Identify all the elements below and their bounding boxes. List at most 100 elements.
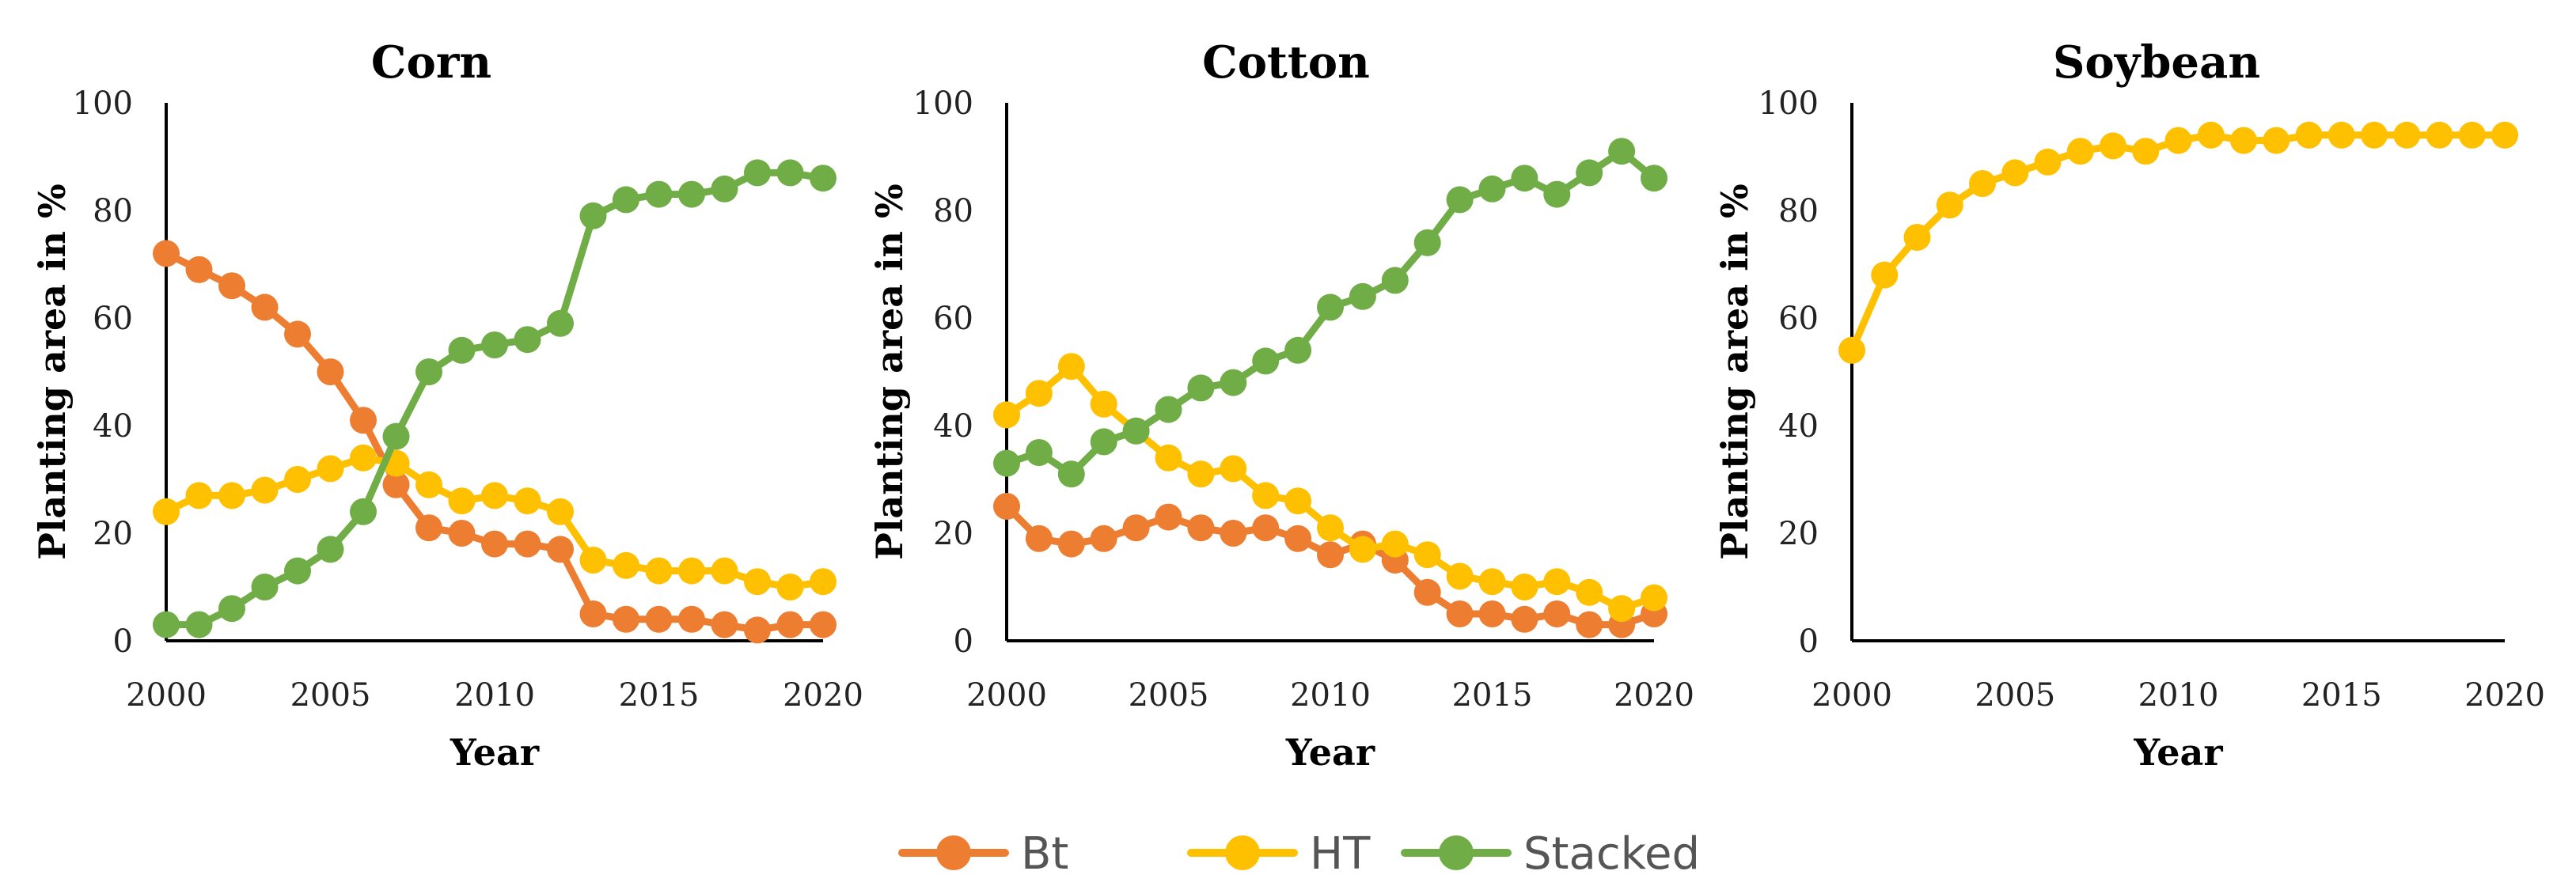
- chart-cotton-ytick-label: 20: [933, 516, 973, 552]
- legend-item-stacked: Stacked: [1401, 828, 1700, 880]
- chart-corn-series-bt-point: [645, 605, 673, 633]
- chart-corn-series-stacked-point: [185, 611, 213, 638]
- chart-soybean-ytick-label: 40: [1778, 408, 1819, 445]
- chart-corn-ylabel: Planting area in %: [31, 184, 74, 559]
- chart-cotton-series-ht-point: [1576, 578, 1603, 606]
- chart-cotton-series-bt-point: [993, 493, 1020, 520]
- chart-cotton-series-bt-point: [1122, 514, 1150, 542]
- legend-swatch-marker: [936, 835, 971, 870]
- chart-soybean-xtick-label: 2020: [2464, 677, 2545, 714]
- chart-corn-series-bt-point: [185, 256, 213, 283]
- chart-soybean-series-ht-point: [1903, 224, 1931, 251]
- chart-corn-series-ht-point: [514, 487, 541, 515]
- chart-corn-series-bt-point: [415, 514, 442, 542]
- chart-corn-series-ht-point: [448, 487, 476, 515]
- chart-corn-series-ht-point: [218, 482, 245, 509]
- legend-item-ht: HT: [1187, 828, 1371, 880]
- chart-soybean-ytick-label: 0: [1799, 623, 1819, 660]
- chart-cotton-series-ht-point: [1284, 487, 1312, 515]
- chart-corn-series-ht-point: [678, 557, 705, 585]
- chart-cotton-series-stacked-point: [1608, 138, 1636, 165]
- chart-corn-series-bt-point: [350, 407, 377, 434]
- chart-soybean-series-ht-point: [2034, 148, 2062, 176]
- chart-corn-series-ht-point: [251, 476, 279, 504]
- chart-corn-series-bt-point: [613, 605, 639, 633]
- chart-cotton: Cotton 0 20 40 60 80 100 2000 2005 2010 2015 2020 Ye…: [868, 36, 1694, 774]
- chart-cotton-series-stacked-point: [1349, 282, 1376, 310]
- chart-corn-series-stacked-point: [481, 331, 508, 358]
- chart-cotton-series-stacked-point: [1381, 267, 1409, 294]
- chart-cotton-series-ht-point: [1057, 353, 1085, 381]
- chart-corn-series-stacked-point: [645, 180, 673, 208]
- chart-cotton-series-bt-point: [1543, 600, 1571, 627]
- chart-cotton-series-ht-point: [1090, 390, 1117, 418]
- chart-cotton-ytick-label: 0: [954, 623, 973, 660]
- chart-corn-series-stacked-point: [514, 326, 541, 354]
- chart-corn-series-ht-point: [645, 557, 673, 585]
- chart-corn-series-stacked-point: [810, 165, 837, 192]
- chart-corn-series-bt-point: [678, 605, 705, 633]
- chart-cotton-series-stacked-point: [1641, 165, 1667, 192]
- chart-cotton-series-stacked: [993, 138, 1667, 488]
- chart-soybean-series-ht-point: [2458, 121, 2486, 149]
- chart-corn-series-bt-point: [481, 530, 508, 558]
- chart-cotton-series-stacked-point: [993, 449, 1020, 477]
- chart-corn-series-bt-point: [579, 600, 607, 627]
- chart-soybean-series-ht-point: [2361, 121, 2388, 149]
- chart-corn-series-stacked-point: [711, 175, 738, 203]
- chart-cotton-xtick-label: 2015: [1452, 677, 1533, 714]
- chart-soybean: Soybean 0 20 40 60 80 100 2000 2005 2010 2015 2020 Y…: [1713, 36, 2545, 774]
- chart-soybean-xtick-label: 2015: [2301, 677, 2382, 714]
- chart-cotton-series-ht-point: [1187, 460, 1215, 488]
- chart-corn-series-bt-point: [284, 320, 311, 348]
- chart-corn-series-stacked-point: [218, 595, 245, 623]
- legend-swatch-marker: [1225, 835, 1260, 870]
- chart-cotton-series-bt-point: [1317, 541, 1344, 569]
- chart-corn-series-stacked-point: [284, 557, 311, 585]
- chart-corn-xtick-label: 2000: [126, 677, 207, 714]
- chart-corn-series-ht-point: [350, 444, 377, 472]
- chart-corn-series-bt-point: [810, 611, 837, 638]
- chart-corn-series-bt-point: [514, 530, 541, 558]
- chart-corn-series-stacked: [153, 159, 837, 638]
- chart-soybean-series-ht-point: [2164, 127, 2192, 154]
- chart-soybean-series-ht-point: [2393, 121, 2421, 149]
- chart-corn-series-stacked-point: [153, 611, 180, 638]
- chart-soybean-title: Soybean: [2053, 36, 2260, 89]
- chart-corn-series-ht-point: [711, 557, 738, 585]
- chart-soybean-ytick-label: 100: [1758, 85, 1819, 122]
- chart-corn-series-ht-point: [579, 547, 607, 574]
- chart-soybean-series-ht-point: [2295, 121, 2323, 149]
- chart-corn-series-bt-point: [448, 520, 476, 547]
- chart-cotton-series-ht-point: [1608, 595, 1636, 623]
- chart-cotton-xtick-label: 2005: [1129, 677, 1209, 714]
- chart-cotton-series-ht-point: [1317, 514, 1344, 542]
- chart-soybean-xtick-label: 2005: [1975, 677, 2055, 714]
- chart-corn-series-bt-point: [251, 294, 279, 321]
- chart-corn-ytick-label: 0: [113, 623, 133, 660]
- chart-corn-series-bt-point: [547, 536, 574, 563]
- chart-corn-series-bt-point: [711, 611, 738, 638]
- chart-cotton-series-stacked-point: [1187, 374, 1215, 402]
- chart-cotton-series-ht-point: [1381, 530, 1409, 558]
- chart-cotton-ytick-label: 60: [933, 301, 973, 337]
- chart-cotton-series-bt-point: [1090, 525, 1117, 552]
- chart-cotton-series-ht-point: [1025, 380, 1053, 407]
- chart-cotton-series-bt-point: [1220, 520, 1247, 547]
- chart-corn-xtick-label: 2020: [783, 677, 863, 714]
- chart-corn-xtick-label: 2005: [290, 677, 371, 714]
- chart-soybean-xtick-label: 2010: [2138, 677, 2219, 714]
- chart-corn-series-stacked-point: [776, 159, 804, 187]
- chart-corn-series-stacked-point: [350, 498, 377, 525]
- chart-corn-series-bt-point: [776, 611, 804, 638]
- chart-cotton-series-bt-point: [1446, 600, 1474, 627]
- legend-label: Stacked: [1523, 828, 1700, 880]
- chart-cotton-series-ht-point: [1446, 562, 1474, 590]
- chart-cotton-series-bt-point: [1576, 611, 1603, 638]
- chart-soybean-series-ht-point: [2100, 132, 2126, 160]
- chart-cotton-series-bt-point: [1187, 514, 1215, 542]
- chart-corn-series-stacked-point: [579, 202, 607, 229]
- chart-cotton-series-ht-point: [993, 401, 1020, 429]
- chart-cotton-series-stacked-point: [1446, 186, 1474, 214]
- chart-cotton-series-ht-point: [1155, 444, 1182, 472]
